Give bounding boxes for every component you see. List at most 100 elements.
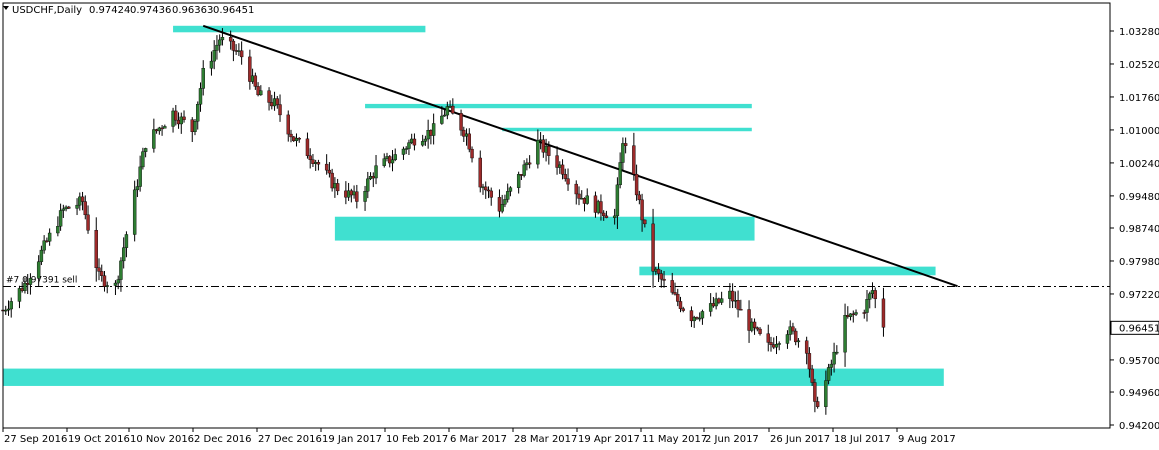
bear-candle-body (275, 98, 279, 105)
open-value: 0.97424 (89, 5, 130, 16)
low-value: 0.96363 (172, 5, 213, 16)
candle-160 (612, 208, 617, 225)
x-tick-label: 19 Jan 2017 (322, 434, 382, 445)
bull-candle-body (132, 189, 137, 235)
bull-candle-body (215, 44, 219, 51)
bull-candle-body (393, 154, 397, 161)
candle-87 (330, 168, 334, 192)
y-tick-label: 1.02520 (1119, 60, 1159, 71)
order-line-layer[interactable]: #7 0.97391 sell (3, 276, 1110, 288)
bear-candle-body (577, 193, 581, 199)
candle-158 (601, 210, 606, 221)
bull-candle-body (113, 282, 118, 286)
zone-rect-6[interactable] (3, 368, 944, 386)
bear-candle-body (659, 273, 663, 280)
candle-120 (459, 109, 463, 136)
candle-130 (497, 189, 502, 218)
bull-candle-body (363, 191, 367, 202)
candle-212 (810, 364, 814, 386)
bull-candle-body (777, 343, 781, 345)
zone-rect-3[interactable] (502, 127, 752, 132)
candle-149 (566, 168, 570, 191)
bull-candle-body (826, 367, 831, 381)
bear-candle-body (83, 201, 87, 216)
candle-159 (604, 210, 609, 219)
bull-candle-body (423, 138, 428, 142)
bull-candle-body (612, 215, 617, 218)
bear-candle-body (695, 317, 699, 319)
candle-210 (804, 336, 809, 365)
x-tick-label: 2 Jun 2017 (705, 434, 759, 445)
bull-candle-body (832, 351, 836, 365)
bear-candle-body (632, 145, 636, 175)
bull-candle-body (42, 240, 46, 251)
zone-rect-5[interactable] (639, 266, 936, 276)
zone-rect-2[interactable] (365, 103, 752, 109)
candle-117 (445, 101, 450, 120)
candle-217 (829, 359, 834, 376)
candle-205 (785, 330, 790, 349)
resistance-trendline[interactable] (202, 24, 958, 288)
trendline-layer[interactable] (202, 24, 958, 288)
candle-151 (577, 186, 581, 206)
y-tick-label: 1.01760 (1119, 93, 1159, 104)
bull-candle-body (796, 340, 801, 343)
candle-85 (324, 154, 329, 175)
zone-rect-4[interactable] (334, 216, 755, 241)
y-tick-label: 0.98740 (1119, 224, 1159, 235)
bull-candle-body (431, 123, 436, 136)
candle-9 (28, 273, 33, 295)
bull-candle-body (774, 344, 779, 348)
candle-173 (659, 269, 663, 288)
bull-candle-body (201, 68, 205, 89)
plot-border (2, 2, 1111, 429)
candle-182 (695, 316, 699, 320)
bull-candle-body (390, 159, 395, 164)
candle-204 (777, 341, 781, 351)
bear-candle-body (330, 172, 334, 189)
candle-104 (393, 148, 397, 162)
bull-candle-body (615, 184, 620, 217)
zones-layer (3, 25, 944, 386)
bull-candle-body (824, 380, 828, 407)
bull-candle-body (121, 247, 126, 262)
bear-candle-body (311, 159, 315, 164)
bear-candle-body (253, 75, 258, 87)
bull-candle-body (585, 195, 589, 204)
bear-candle-body (560, 164, 565, 175)
bull-candle-body (854, 312, 858, 315)
candle-189 (719, 291, 724, 305)
candle-107 (407, 139, 411, 156)
bear-candle-body (670, 280, 674, 293)
bear-candle-body (752, 321, 757, 328)
bear-candle-body (810, 368, 814, 383)
candle-51 (193, 119, 197, 136)
candle-57 (215, 35, 219, 60)
zone-rect-1[interactable] (173, 25, 426, 33)
price-axis[interactable]: 1.03280 1.02520 1.01760 1.01000 1.00240 0.994… (1110, 27, 1159, 432)
candle-37 (138, 155, 142, 192)
candle-53 (198, 82, 203, 112)
triangle-down-icon[interactable] (3, 6, 9, 10)
candle-100 (382, 153, 386, 168)
candle-219 (835, 345, 839, 355)
candle-185 (708, 293, 713, 317)
current-price-tag (1110, 320, 1159, 335)
bear-candle-body (574, 183, 578, 195)
candle-198 (755, 326, 759, 332)
time-axis[interactable]: 27 Sep 2016 19 Oct 2016 10 Nov 2016 2 Dec 2… (2, 428, 956, 445)
bull-candle-body (105, 285, 109, 287)
bear-candle-body (758, 328, 762, 334)
bear-candle-body (94, 230, 98, 269)
bear-candle-body (637, 194, 642, 201)
candle-211 (807, 347, 812, 378)
candle-209 (796, 338, 801, 348)
candle-2 (4, 305, 8, 315)
candle-201 (769, 336, 773, 352)
bear-candle-body (604, 215, 609, 218)
bear-candle-body (813, 382, 817, 402)
candle-140 (536, 129, 540, 169)
candle-128 (486, 186, 491, 199)
